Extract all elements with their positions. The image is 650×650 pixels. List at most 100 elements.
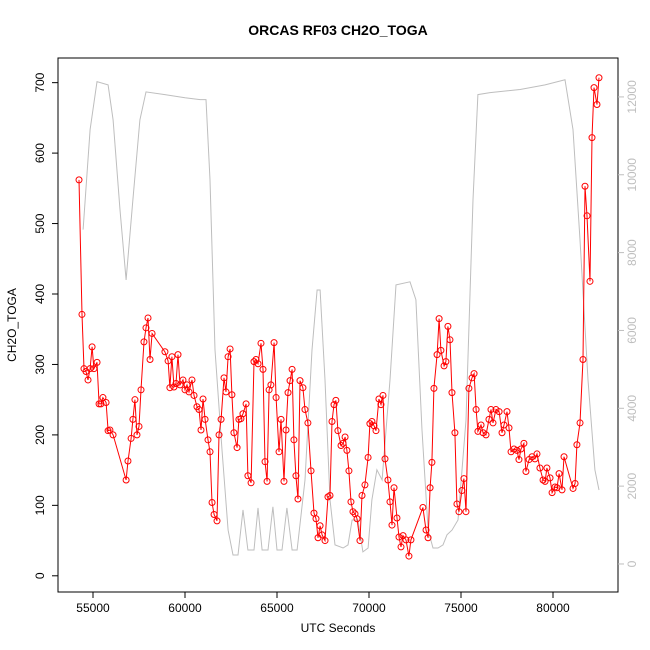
data-point (161, 348, 169, 356)
data-point (495, 408, 503, 416)
data-point (131, 396, 139, 404)
data-point (386, 498, 394, 506)
data-point (407, 536, 415, 544)
data-point (272, 394, 280, 402)
data-point (206, 448, 214, 456)
data-point (442, 358, 450, 366)
data-point (217, 415, 225, 423)
data-point (252, 356, 260, 364)
data-point (334, 427, 342, 435)
data-point (280, 477, 288, 485)
data-point (455, 508, 463, 516)
data-point (405, 552, 413, 560)
data-point (433, 351, 441, 359)
y-tick-label: 400 (33, 284, 47, 304)
data-point (304, 419, 312, 427)
data-point (593, 100, 601, 108)
data-point (347, 498, 355, 506)
data-point (183, 381, 191, 389)
data-point (358, 491, 366, 499)
data-point (581, 182, 589, 190)
data-point (349, 508, 357, 516)
x-tick-label: 55000 (76, 601, 110, 615)
data-point (242, 400, 250, 408)
data-point (127, 434, 135, 442)
data-point (465, 384, 473, 392)
data-point (356, 537, 364, 545)
data-point (140, 338, 148, 346)
data-point (539, 476, 547, 484)
data-point (230, 429, 238, 437)
data-point (299, 384, 307, 392)
data-point (588, 134, 596, 142)
data-point (78, 310, 86, 318)
data-point (533, 450, 541, 458)
data-point (135, 422, 143, 430)
data-point (270, 339, 278, 347)
data-point (286, 377, 294, 385)
data-point (224, 353, 232, 361)
data-point (220, 374, 228, 382)
data-point (536, 464, 544, 472)
data-point (571, 480, 579, 488)
data-point (247, 479, 255, 487)
data-point (307, 467, 315, 475)
data-point (339, 439, 347, 447)
y-tick-label: 500 (33, 213, 47, 233)
data-point (301, 406, 309, 414)
data-point (75, 176, 83, 184)
data-point (106, 426, 114, 434)
y-axis-label: CH2O_TOGA (5, 288, 19, 362)
data-point (164, 357, 172, 365)
data-point (517, 445, 525, 453)
data-point (102, 398, 110, 406)
data-point (122, 476, 130, 484)
data-point (277, 415, 285, 423)
data-point (368, 418, 376, 426)
data-point (440, 362, 448, 370)
data-point (332, 396, 340, 404)
data-point (254, 360, 262, 368)
data-point (288, 365, 296, 373)
data-point (468, 374, 476, 382)
data-point (462, 508, 470, 516)
plot-box (57, 57, 619, 593)
data-point (324, 493, 332, 501)
y-tick-label: 200 (33, 425, 47, 445)
data-point (201, 415, 209, 423)
data-point (498, 429, 506, 437)
data-point (573, 441, 581, 449)
y-tick-label: 700 (33, 72, 47, 92)
data-point (555, 470, 563, 478)
y2-tick-label: 6000 (625, 317, 639, 344)
data-point (424, 534, 432, 542)
data-point (541, 477, 549, 485)
data-point (133, 431, 141, 439)
data-point (379, 391, 387, 399)
data-point (395, 533, 403, 541)
data-point (381, 455, 389, 463)
data-point (146, 356, 154, 364)
series-line (78, 77, 600, 557)
x-axis-label: UTC Seconds (301, 621, 376, 635)
data-point (337, 441, 345, 449)
data-point (384, 476, 392, 484)
data-point (137, 386, 145, 394)
data-point (341, 433, 349, 441)
data-point (172, 379, 180, 387)
data-point (460, 475, 468, 483)
y-tick-label: 0 (33, 572, 47, 579)
data-point (142, 324, 150, 332)
data-point (474, 427, 482, 435)
chart-title: ORCAS RF03 CH2O_TOGA (248, 22, 427, 38)
data-point (419, 503, 427, 511)
data-point (168, 353, 176, 361)
data-point (548, 489, 556, 497)
data-point (503, 408, 511, 416)
data-point (435, 315, 443, 323)
data-point (372, 427, 380, 435)
data-point (93, 358, 101, 366)
data-point (296, 377, 304, 385)
data-point (586, 277, 594, 285)
